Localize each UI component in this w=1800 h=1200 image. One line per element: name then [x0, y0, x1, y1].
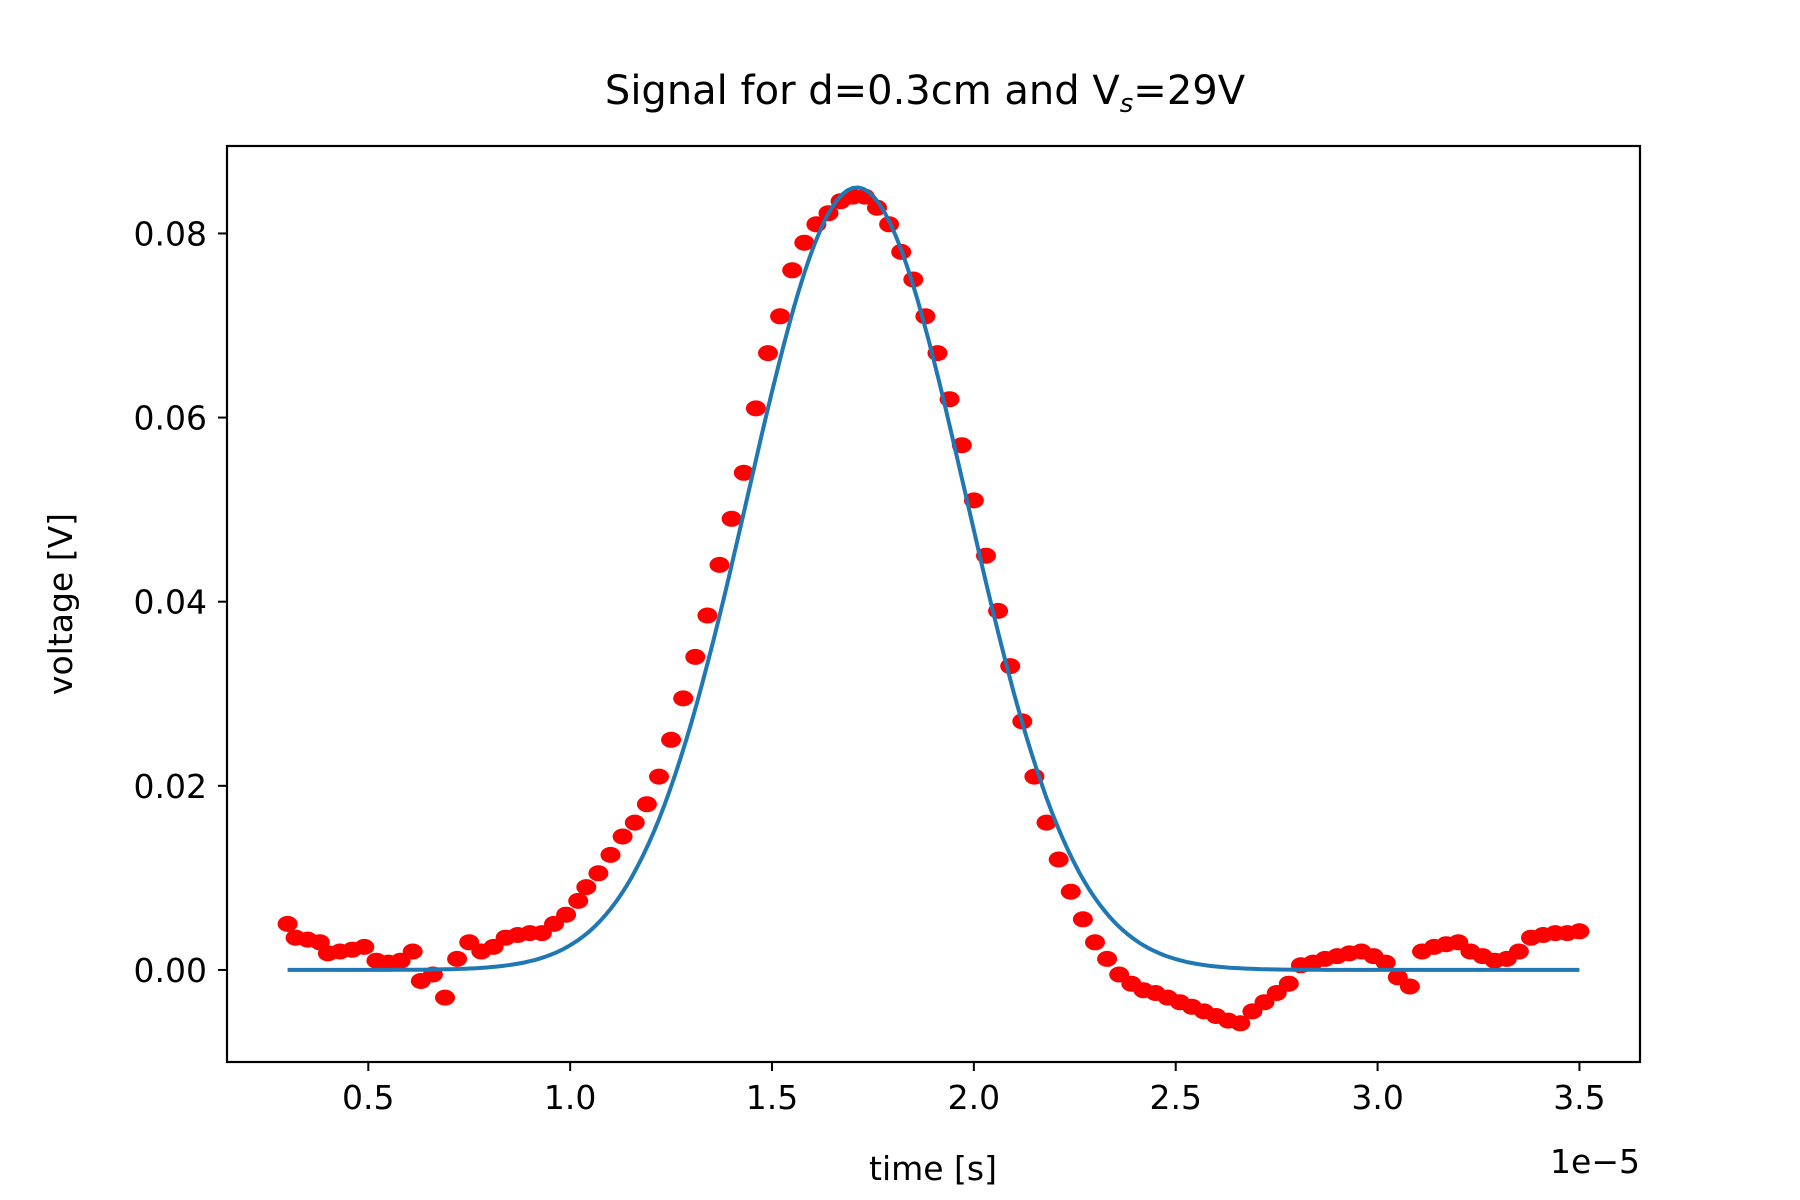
- x-tick-label: 0.5: [342, 1078, 394, 1117]
- data-point: [1569, 923, 1590, 940]
- chart-title: Signal for d=0.3cm and Vs=29V: [605, 68, 1246, 119]
- data-point: [745, 400, 766, 417]
- data-point: [661, 731, 682, 748]
- data-point: [1085, 934, 1105, 951]
- x-offset-text: 1e−5: [1550, 1142, 1640, 1181]
- chart-title-main: Signal for d=0.3cm and V: [605, 68, 1120, 114]
- data-point: [1508, 943, 1529, 960]
- data-point: [733, 464, 754, 481]
- data-point: [1375, 954, 1396, 971]
- x-axis-ticks: 0.5 1.0 1.5 2.0 2.5 3.0 3.5: [342, 1062, 1606, 1117]
- x-tick-label: 3.0: [1351, 1078, 1403, 1117]
- y-tick-label: 0.06: [134, 399, 207, 438]
- x-tick-label: 3.5: [1553, 1078, 1605, 1117]
- y-tick-label: 0.00: [134, 951, 207, 990]
- data-point: [402, 943, 423, 960]
- data-point: [1097, 950, 1118, 967]
- data-point: [794, 234, 815, 251]
- data-point: [649, 768, 669, 785]
- data-point: [770, 308, 791, 325]
- x-tick-label: 2.0: [948, 1078, 1000, 1117]
- y-axis-ticks: 0.00 0.02 0.04 0.06 0.08: [134, 214, 227, 990]
- y-tick-label: 0.08: [134, 214, 207, 253]
- data-point: [636, 796, 657, 813]
- data-point: [447, 950, 468, 967]
- chart-title-subscript: s: [1120, 89, 1134, 119]
- data-point: [1060, 883, 1081, 900]
- x-tick-label: 1.5: [746, 1078, 798, 1117]
- data-point: [1399, 978, 1420, 995]
- scatter-series: [277, 188, 1590, 1032]
- fit-curve: [287, 185, 1580, 972]
- data-point: [277, 915, 298, 932]
- axes-frame: [225, 144, 1642, 1064]
- y-tick-label: 0.02: [134, 767, 207, 806]
- x-tick-label: 1.0: [544, 1078, 596, 1117]
- data-point: [1072, 911, 1093, 928]
- y-tick-label: 0.04: [134, 583, 207, 622]
- data-point: [568, 892, 589, 909]
- data-point: [1036, 814, 1057, 831]
- chart-title-suffix: =29V: [1133, 68, 1245, 114]
- data-point: [624, 814, 645, 831]
- data-point: [721, 510, 742, 527]
- data-point: [354, 938, 375, 955]
- data-point: [556, 906, 577, 923]
- data-point: [758, 345, 778, 362]
- data-point: [600, 846, 621, 863]
- data-point: [588, 865, 609, 882]
- data-point: [709, 556, 730, 573]
- data-point: [612, 828, 633, 845]
- data-point: [1278, 975, 1299, 992]
- fit-series: [287, 185, 1580, 972]
- data-point: [1230, 1015, 1251, 1032]
- data-point: [1048, 851, 1069, 868]
- data-point: [697, 607, 718, 624]
- data-point: [435, 989, 455, 1006]
- data-point: [673, 690, 694, 707]
- data-point: [685, 648, 706, 665]
- data-point: [576, 879, 597, 896]
- plot-area: [225, 144, 1642, 1064]
- y-axis-label: voltage [V]: [41, 513, 80, 695]
- x-axis-label: time [s]: [869, 1149, 997, 1188]
- data-point: [782, 262, 803, 279]
- x-tick-label: 2.5: [1149, 1078, 1201, 1117]
